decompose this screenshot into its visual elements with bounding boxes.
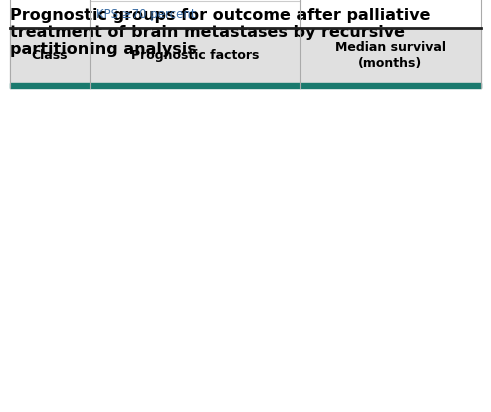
Text: partitioning analysis: partitioning analysis — [10, 42, 197, 57]
Text: KPS ≥70 percent: KPS ≥70 percent — [96, 8, 195, 21]
Text: treatment of brain metastases by recursive: treatment of brain metastases by recursi… — [10, 25, 405, 40]
Text: Prognostic groups for outcome after palliative: Prognostic groups for outcome after pall… — [10, 8, 431, 23]
Bar — [10, 28, 481, 83]
Bar — [10, 83, 481, 88]
Text: Median survival
(months): Median survival (months) — [335, 41, 446, 70]
Text: Prognostic factors: Prognostic factors — [131, 49, 259, 62]
Text: Class: Class — [32, 49, 68, 62]
